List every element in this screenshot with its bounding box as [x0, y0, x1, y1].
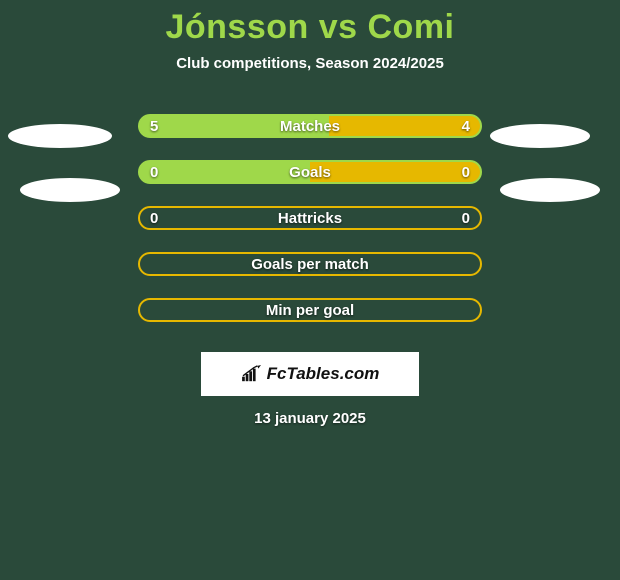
page-subtitle: Club competitions, Season 2024/2025 [0, 55, 620, 72]
stat-bar: Hattricks0 0 [138, 206, 482, 230]
stat-row: Min per goal [0, 288, 620, 334]
logo-text: FcTables.com [267, 364, 380, 384]
decorative-ellipse [20, 178, 120, 202]
stat-left-value: 5 [150, 118, 158, 135]
stat-label: Hattricks [140, 210, 480, 227]
decorative-ellipse [8, 124, 112, 148]
stat-bar: Min per goal [138, 298, 482, 322]
stat-bar: Matches5 4 [138, 114, 482, 138]
stat-bar: Goals per match [138, 252, 482, 276]
logo-box: FcTables.com [201, 352, 419, 396]
stat-label: Goals per match [140, 256, 480, 273]
barchart-icon [241, 365, 263, 383]
stat-label: Matches [140, 118, 480, 135]
stat-row: Goals per match [0, 242, 620, 288]
stat-left-value: 0 [150, 164, 158, 181]
stat-label: Min per goal [140, 302, 480, 319]
stat-label: Goals [140, 164, 480, 181]
decorative-ellipse [490, 124, 590, 148]
stat-row: Hattricks0 0 [0, 196, 620, 242]
date-text: 13 january 2025 [0, 410, 620, 427]
stat-right-value: 4 [462, 118, 470, 135]
stat-left-value: 0 [150, 210, 158, 227]
page-title: Jónsson vs Comi [0, 0, 620, 47]
decorative-ellipse [500, 178, 600, 202]
stat-bar: Goals0 0 [138, 160, 482, 184]
stat-right-value: 0 [462, 164, 470, 181]
stat-right-value: 0 [462, 210, 470, 227]
